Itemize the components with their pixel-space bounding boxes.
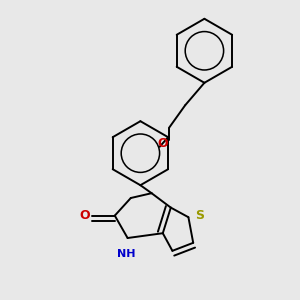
Text: O: O (79, 209, 90, 222)
Text: S: S (195, 209, 204, 222)
Text: NH: NH (117, 249, 136, 259)
Text: O: O (158, 137, 168, 150)
